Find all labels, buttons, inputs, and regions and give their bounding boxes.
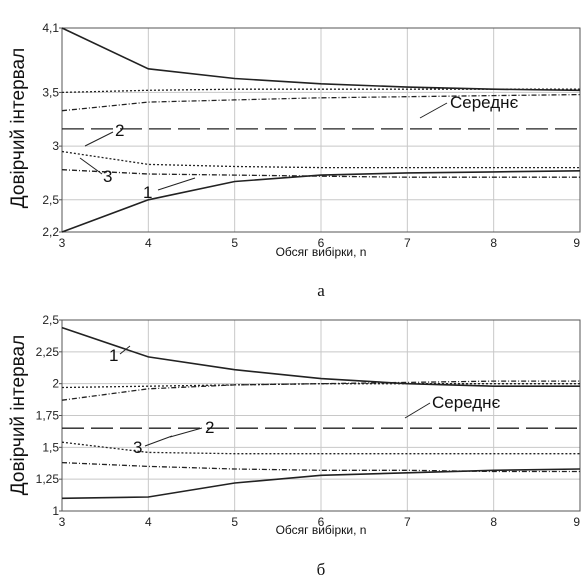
x-axis-label: Обсяг вибірки, n [276,245,367,259]
annotation-leader [169,427,203,438]
series-3-lower-line [61,169,580,178]
y-tick-label: 1,75 [36,409,60,423]
annotation-leader [144,435,173,447]
x-tick-label: 5 [231,236,238,250]
series-annotation-label: 1 [143,183,152,202]
y-tick-label: 2,25 [36,345,60,359]
y-tick-label: 2 [52,377,59,391]
series-annotation-label: 3 [103,167,112,186]
panel-caption: а [317,281,325,300]
series-annotation-label: 1 [109,346,118,365]
series-3-upper-line [61,93,581,112]
series-annotation-label: 3 [133,438,142,457]
y-tick-label: 1,5 [42,440,59,454]
x-tick-label: 5 [231,515,238,529]
y-tick-label: 2,5 [42,193,59,207]
x-tick-label: 4 [145,515,152,529]
series-1-lower-line [61,170,581,233]
y-tick-label: 4,1 [42,21,59,35]
annotation-leader [157,177,196,191]
annotation-leader [79,157,103,175]
y-tick-label: 2,2 [42,225,59,239]
x-tick-label: 6 [318,236,325,250]
x-tick-label: 8 [490,236,497,250]
x-tick-label: 3 [59,515,66,529]
x-axis-label: Обсяг вибірки, n [276,523,367,537]
y-tick-label: 2,5 [42,313,59,327]
series-annotation-label: Середнє [432,393,501,412]
series-3-lower-line [61,461,580,473]
x-tick-label: 4 [145,236,152,250]
series-2-lower-line [61,150,580,169]
x-tick-label: 7 [404,515,411,529]
y-tick-label: 1,25 [36,472,60,486]
series-1-upper-line [61,326,580,387]
x-tick-label: 7 [404,236,411,250]
y-axis-label: Довірчий інтервал [8,48,29,208]
plot-frame [61,27,581,233]
y-axis-label: Довірчий інтервал [8,335,29,495]
annotation-leader [404,402,431,419]
y-tick-label: 3,5 [42,85,59,99]
x-tick-label: 9 [573,515,580,529]
series-annotation-label: 2 [205,418,214,437]
annotation-leader [119,345,131,355]
x-tick-label: 8 [490,515,497,529]
x-tick-label: 6 [318,515,325,529]
series-annotation-label: 2 [115,121,124,140]
annotation-leader [419,102,448,119]
series-2-lower-line [61,441,580,455]
y-tick-label: 1 [52,504,59,518]
series-1-upper-line [61,27,581,92]
series-1-lower-line [61,468,581,500]
chart-panel-1: 3 4 5 6 7 8 9 2,2 2,5 3 3,5 4,1 Обсяг вибірки, n Дові… [8,21,581,300]
y-tick-label: 3 [52,139,59,153]
chart-panel-2: 3 4 5 6 7 8 9 1 1,25 1,5 1,75 2 2,25 2,5 Обсяг вибірки… [8,313,581,579]
series-annotation-label: Середнє [450,93,519,112]
x-tick-label: 3 [59,236,66,250]
series-3-upper-line [61,380,580,401]
x-tick-label: 9 [573,236,580,250]
annotation-leader [84,131,114,147]
panel-caption: б [317,560,326,579]
